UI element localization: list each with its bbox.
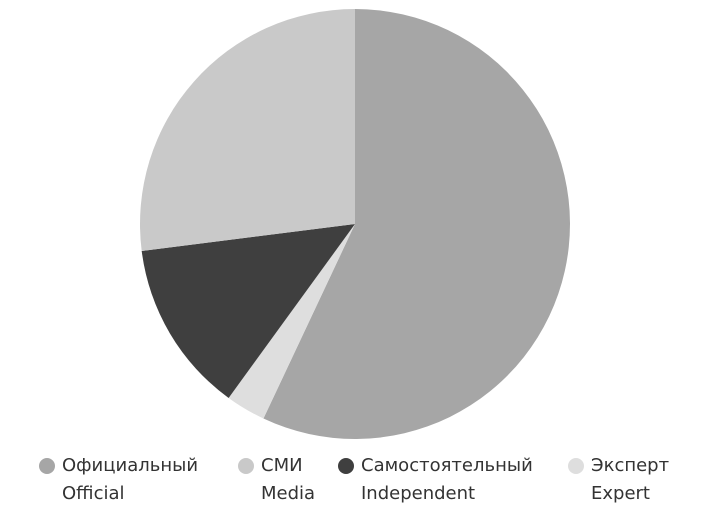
legend-label-en: Media — [261, 483, 315, 504]
legend-marker — [338, 458, 354, 474]
legend-label-en: Expert — [591, 483, 650, 504]
legend-label-en: Official — [62, 483, 125, 504]
legend-label: Официальный — [62, 455, 198, 476]
legend-label: Эксперт — [591, 455, 669, 476]
legend-marker — [238, 458, 254, 474]
legend-marker — [568, 458, 584, 474]
legend-label: СМИ — [261, 455, 303, 476]
pie-slice — [228, 224, 355, 419]
legend-marker — [39, 458, 55, 474]
legend-label: Самостоятельный — [361, 455, 533, 476]
pie-slice — [140, 9, 355, 251]
legend-label-en: Independent — [361, 483, 475, 504]
pie-slice — [263, 9, 570, 439]
pie-slice — [141, 224, 355, 398]
